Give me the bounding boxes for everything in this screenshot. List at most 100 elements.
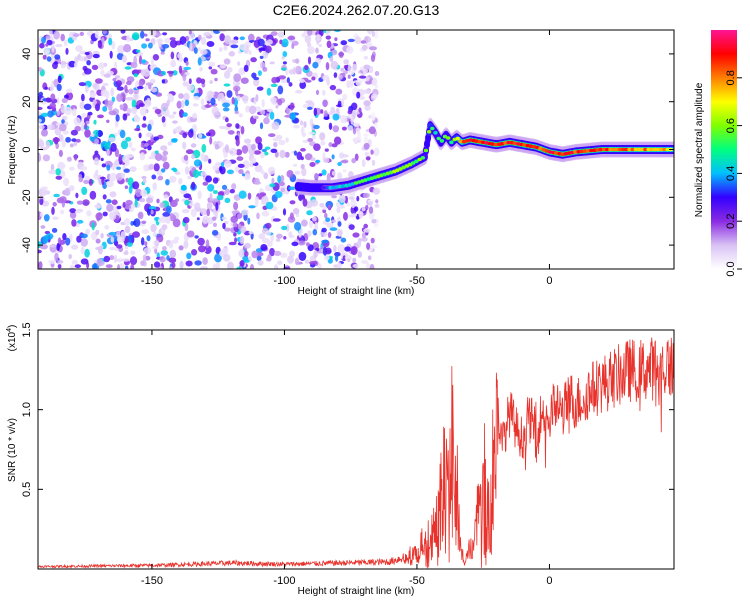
noise-blob	[249, 264, 255, 269]
noise-blob	[358, 75, 367, 79]
noise-blob	[302, 103, 309, 109]
noise-blob	[53, 193, 60, 198]
noise-blob	[178, 245, 184, 251]
noise-blob	[45, 141, 51, 149]
noise-blob	[71, 219, 77, 227]
noise-blob	[224, 70, 231, 79]
noise-blob	[227, 261, 234, 269]
noise-blob	[56, 83, 62, 92]
noise-blob	[122, 201, 126, 208]
noise-blob	[241, 173, 246, 177]
noise-blob	[69, 143, 74, 148]
noise-blob	[321, 169, 327, 176]
noise-blob	[55, 175, 63, 180]
noise-blob	[355, 127, 361, 134]
noise-blob	[207, 184, 215, 192]
noise-blob	[274, 264, 279, 269]
noise-blob	[202, 181, 209, 186]
noise-blob	[61, 139, 66, 148]
noise-blob	[240, 77, 249, 84]
noise-blob	[183, 154, 189, 161]
noise-blob	[316, 37, 321, 42]
noise-blob	[139, 152, 146, 161]
noise-blob	[236, 95, 241, 102]
noise-blob	[161, 102, 169, 111]
noise-blob	[218, 47, 223, 52]
noise-blob	[116, 236, 125, 243]
noise-blob	[208, 61, 216, 67]
noise-blob	[59, 196, 67, 203]
noise-blob	[224, 35, 231, 44]
noise-blob	[73, 62, 78, 68]
noise-blob	[202, 257, 208, 265]
noise-blob	[197, 190, 202, 200]
noise-blob	[214, 77, 218, 82]
snr-scale-prefix: (x10	[7, 331, 18, 351]
noise-blob	[51, 206, 55, 215]
noise-blob	[358, 210, 364, 219]
noise-blob	[363, 136, 369, 144]
noise-blob	[329, 84, 337, 91]
figure-title: C2E6.2024.262.07.20.G13	[273, 2, 440, 18]
noise-blob	[331, 219, 337, 223]
noise-blob	[97, 40, 103, 49]
noise-blob	[200, 98, 205, 106]
noise-blob	[241, 145, 249, 154]
noise-blob	[311, 76, 316, 81]
noise-blob	[374, 203, 380, 208]
noise-blob	[134, 198, 138, 208]
noise-blob	[270, 148, 278, 153]
noise-blob	[352, 127, 357, 135]
noise-blob	[170, 59, 177, 68]
noise-blob	[94, 138, 100, 145]
noise-blob	[132, 93, 140, 101]
noise-blob	[308, 131, 316, 135]
noise-blob	[223, 58, 231, 65]
noise-blob	[186, 252, 192, 260]
noise-blob	[300, 164, 305, 169]
noise-blob	[128, 234, 132, 244]
noise-blob	[56, 242, 60, 252]
noise-blob	[331, 170, 336, 176]
noise-blob	[90, 133, 95, 138]
noise-blob	[303, 121, 307, 128]
noise-blob	[141, 43, 148, 49]
noise-blob	[342, 93, 348, 101]
noise-blob	[299, 196, 306, 200]
noise-blob	[164, 37, 171, 44]
ridge-core	[506, 140, 511, 145]
noise-blob	[321, 239, 329, 244]
noise-blob	[172, 168, 178, 173]
noise-blob	[46, 56, 52, 62]
noise-blob	[365, 76, 370, 82]
ridge-core	[411, 161, 416, 165]
noise-blob	[54, 54, 61, 60]
noise-blob	[328, 142, 333, 148]
noise-blob	[41, 36, 46, 44]
noise-blob	[40, 188, 47, 197]
noise-blob	[122, 103, 128, 112]
noise-blob	[269, 111, 275, 120]
noise-blob	[283, 266, 289, 269]
noise-blob	[49, 83, 55, 92]
noise-blob	[215, 202, 219, 211]
noise-blob	[340, 237, 347, 243]
ridge-core	[643, 147, 648, 152]
noise-blob	[87, 111, 93, 116]
noise-blob	[129, 166, 137, 173]
noise-blob	[51, 227, 58, 233]
noise-blob	[47, 110, 54, 118]
noise-blob	[193, 159, 202, 167]
noise-blob	[38, 261, 43, 269]
noise-blob	[140, 237, 145, 246]
noise-blob	[256, 86, 264, 91]
noise-blob	[361, 236, 368, 242]
noise-blob	[295, 65, 302, 75]
colorbar-tick-label: 0.8	[725, 70, 737, 85]
x-tick-label: -150	[141, 275, 163, 287]
noise-blob	[122, 155, 130, 164]
noise-blob	[263, 172, 269, 180]
noise-blob	[193, 47, 198, 54]
noise-blob	[171, 138, 178, 143]
noise-blob	[55, 44, 63, 48]
